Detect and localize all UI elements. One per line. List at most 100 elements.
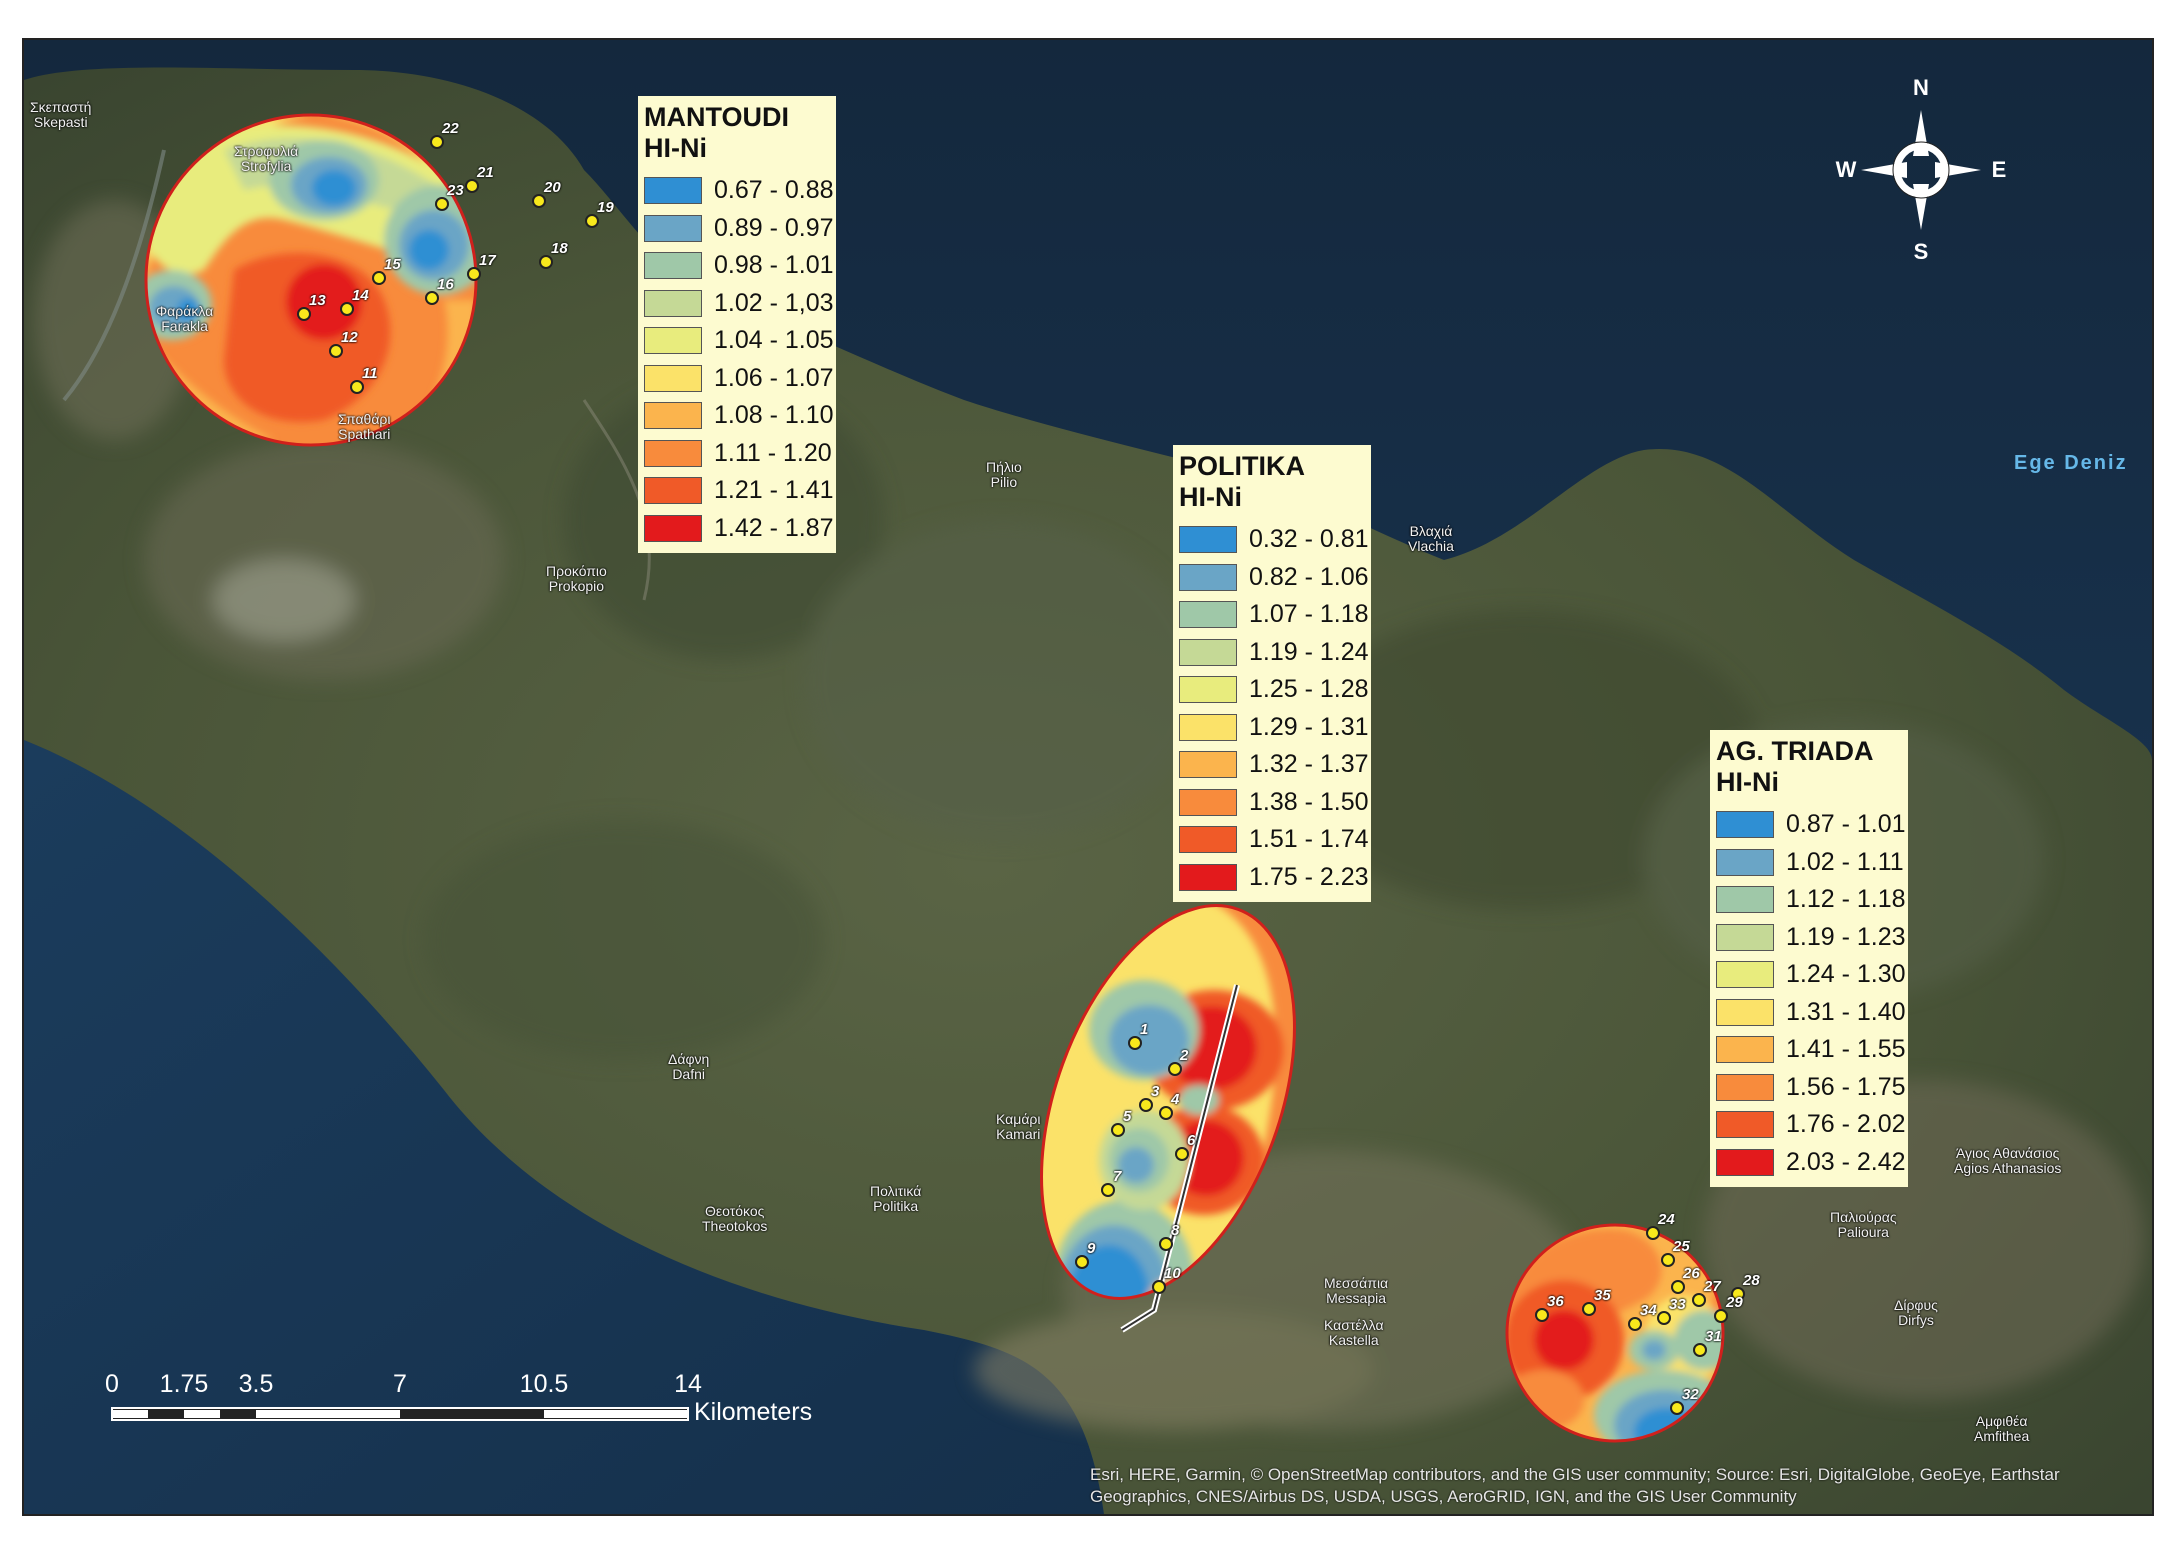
- place-amfithea: Αμφιθέα Amfithea: [1974, 1413, 2030, 1444]
- legend-swatch: [644, 477, 702, 505]
- sample-point-marker[interactable]: [1657, 1311, 1671, 1325]
- legend-class-label: 1.32 - 1.37: [1249, 750, 1369, 779]
- map-frame[interactable]: 11 12 13 14 15 16 17 18 19 20 21 22 23 1 2 3 4 5 6 7 8 9 10 24 2…: [22, 38, 2154, 1516]
- legend-swatch: [1179, 863, 1237, 891]
- sample-point-marker[interactable]: [1168, 1062, 1182, 1076]
- legend-swatch: [644, 402, 702, 430]
- legend-mantoudi: MANTOUDI HI-Ni 0.67 - 0.88 0.89 - 0.97 0.9…: [638, 96, 836, 553]
- sample-point-marker[interactable]: [1159, 1106, 1173, 1120]
- legend-class-label: 0.82 - 1.06: [1249, 562, 1369, 591]
- sample-point-label: 11: [362, 365, 378, 382]
- sample-point-marker[interactable]: [1661, 1253, 1675, 1267]
- sample-point-marker[interactable]: [585, 214, 599, 228]
- legend-class-row: 0.98 - 1.01: [644, 247, 834, 285]
- legend-swatch: [1179, 676, 1237, 704]
- legend-class-row: 0.89 - 0.97: [644, 210, 834, 248]
- legend-title: POLITIKA: [1179, 451, 1305, 481]
- mantoudi-hi-ni-surface: [146, 115, 476, 445]
- sample-point-marker[interactable]: [425, 291, 439, 305]
- legend-class-row: 1.07 - 1.18: [1179, 596, 1369, 634]
- sample-point-marker[interactable]: [1731, 1287, 1745, 1301]
- sample-point-label: 2: [1180, 1047, 1189, 1064]
- sample-point-marker[interactable]: [465, 179, 479, 193]
- place-vlachia: Βλαχιά Vlachia: [1408, 523, 1454, 554]
- legend-class-label: 1.06 - 1.07: [714, 363, 834, 392]
- legend-title: AG. TRIADA: [1716, 736, 1874, 766]
- sample-point-marker[interactable]: [1535, 1308, 1549, 1322]
- legend-class-label: 1.11 - 1.20: [714, 438, 832, 467]
- legend-class-label: 1.21 - 1.41: [714, 476, 834, 505]
- legend-swatch: [1179, 526, 1237, 554]
- place-theotokos: Θεοτόκος Theotokos: [702, 1203, 768, 1234]
- place-palioura: Παλιούρας Palioura: [1830, 1209, 1897, 1240]
- sample-point-label: 4: [1171, 1091, 1180, 1108]
- sample-point-marker[interactable]: [350, 380, 364, 394]
- sample-point-marker[interactable]: [1670, 1401, 1684, 1415]
- legend-swatch: [1179, 788, 1237, 816]
- agtriada-hi-ni-surface: [1507, 1225, 1723, 1441]
- legend-swatch: [1716, 886, 1774, 914]
- sample-point-marker[interactable]: [1693, 1343, 1707, 1357]
- sample-point-marker[interactable]: [372, 271, 386, 285]
- sample-point-marker[interactable]: [430, 135, 444, 149]
- legend-class-label: 1.56 - 1.75: [1786, 1072, 1906, 1101]
- legend-swatch: [1716, 1148, 1774, 1176]
- legend-class-row: 1.06 - 1.07: [644, 360, 834, 398]
- sample-point-marker[interactable]: [1128, 1036, 1142, 1050]
- legend-swatch: [1179, 713, 1237, 741]
- scale-tick-5: 14: [674, 1370, 702, 1398]
- legend-class-row: 1.41 - 1.55: [1716, 1031, 1906, 1069]
- sample-point-label: 21: [477, 164, 494, 181]
- sample-point-marker[interactable]: [1175, 1147, 1189, 1161]
- scale-bar: [111, 1407, 689, 1421]
- sample-point-marker[interactable]: [329, 344, 343, 358]
- sample-point-marker[interactable]: [1582, 1302, 1596, 1316]
- sample-point-marker[interactable]: [1075, 1255, 1089, 1269]
- sample-point-marker[interactable]: [435, 197, 449, 211]
- sample-point-marker[interactable]: [539, 255, 553, 269]
- sample-point-marker[interactable]: [1111, 1123, 1125, 1137]
- legend-class-label: 1.19 - 1.23: [1786, 922, 1906, 951]
- legend-class-row: 1.04 - 1.05: [644, 322, 834, 360]
- legend-class-row: 1.02 - 1,03: [644, 285, 834, 323]
- legend-class-label: 1.02 - 1,03: [714, 288, 834, 317]
- sample-point-marker[interactable]: [1159, 1237, 1173, 1251]
- legend-agtriada: AG. TRIADA HI-Ni 0.87 - 1.01 1.02 - 1.11 1…: [1710, 730, 1908, 1187]
- legend-swatch: [1179, 826, 1237, 854]
- sample-point-marker[interactable]: [532, 194, 546, 208]
- sample-point-marker[interactable]: [340, 302, 354, 316]
- legend-subtitle: HI-Ni: [1179, 482, 1242, 512]
- sample-point-marker[interactable]: [467, 267, 481, 281]
- legend-swatch: [1179, 601, 1237, 629]
- legend-class-label: 1.42 - 1.87: [714, 513, 834, 542]
- sample-point-marker[interactable]: [1139, 1098, 1153, 1112]
- legend-swatch: [1716, 923, 1774, 951]
- legend-class-label: 1.38 - 1.50: [1249, 787, 1369, 816]
- sample-point-marker[interactable]: [1628, 1317, 1642, 1331]
- legend-swatch: [1179, 638, 1237, 666]
- legend-class-row: 1.31 - 1.40: [1716, 994, 1906, 1032]
- sample-point-marker[interactable]: [1646, 1226, 1660, 1240]
- legend-class-row: 1.02 - 1.11: [1716, 844, 1904, 882]
- sample-point-label: 17: [479, 252, 496, 269]
- sample-point-label: 9: [1087, 1240, 1096, 1257]
- legend-class-row: 1.38 - 1.50: [1179, 784, 1369, 822]
- legend-swatch: [1179, 751, 1237, 779]
- legend-swatch: [1179, 563, 1237, 591]
- sample-point-marker[interactable]: [1101, 1183, 1115, 1197]
- compass-w: W: [1835, 157, 1857, 182]
- legend-swatch: [1716, 998, 1774, 1026]
- sample-point-marker[interactable]: [1692, 1293, 1706, 1307]
- sample-point-marker[interactable]: [1152, 1280, 1166, 1294]
- sample-point-marker[interactable]: [297, 307, 311, 321]
- sample-point-marker[interactable]: [1671, 1280, 1685, 1294]
- place-messapia: Μεσσάπια Messapia: [1324, 1275, 1389, 1306]
- sample-point-label: 29: [1726, 1294, 1743, 1311]
- sample-point-label: 35: [1594, 1287, 1611, 1304]
- legend-class-row: 1.24 - 1.30: [1716, 956, 1906, 994]
- legend-class-row: 0.67 - 0.88: [644, 172, 834, 210]
- place-spathari: Σπαθάρι Spathari: [338, 411, 391, 442]
- legend-title: MANTOUDI: [644, 102, 789, 132]
- sample-point-marker[interactable]: [1714, 1309, 1728, 1323]
- sample-point-label: 14: [352, 287, 369, 304]
